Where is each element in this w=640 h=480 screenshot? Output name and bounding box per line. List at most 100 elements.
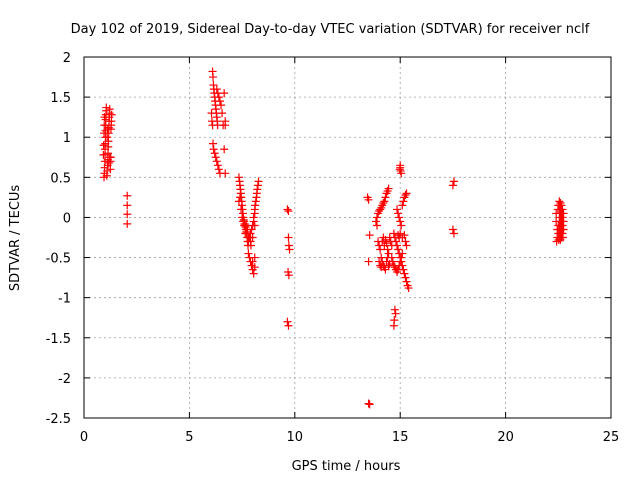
data-point [248,257,257,266]
data-point [401,190,410,199]
data-point [396,257,405,266]
data-point [397,169,406,178]
data-point [237,205,246,214]
data-point [387,241,396,250]
x-tick-label: 15 [392,430,409,445]
data-point [105,105,114,114]
data-point [394,265,403,274]
data-point [385,259,394,268]
data-point [449,229,458,238]
data-point [209,145,218,154]
data-point [99,141,108,150]
data-point [395,213,404,222]
data-point [250,221,259,230]
data-point [106,165,115,174]
data-point [384,261,393,270]
data-point [253,185,262,194]
data-point [212,157,221,166]
data-point [208,121,217,130]
tick-layer: 0 5 10 15 20 25 -2.5 -2 -1.5 -1 -0.5 0 0.5 1 1.5 2 [46,51,620,445]
data-point [365,400,374,409]
data-point [402,241,411,250]
data-point [448,225,457,234]
data-point [385,233,394,242]
data-point [100,121,109,130]
data-point [248,233,257,242]
data-point [397,221,406,230]
data-point [391,309,400,318]
data-point [244,249,253,258]
data-point [373,213,382,222]
data-point [383,245,392,254]
data-point [283,317,292,326]
data-point [558,213,567,222]
data-point [379,199,388,208]
data-point [397,253,406,262]
data-point [559,217,568,226]
x-axis-label: GPS time / hours [292,459,401,474]
data-point [214,165,223,174]
data-point [234,173,243,182]
data-point [384,184,393,193]
data-point [104,158,113,167]
chart-title: Day 102 of 2019, Sidereal Day-to-day VTE… [71,22,590,37]
data-point [393,205,402,214]
data-point [249,213,258,222]
data-point [380,197,389,206]
data-point [283,205,292,214]
data-point [249,269,258,278]
data-point [207,109,216,118]
data-point [384,249,393,258]
data-point [209,139,218,148]
data-point [390,305,399,314]
data-point [250,253,259,262]
data-point [105,153,114,162]
data-point [123,191,132,200]
x-tick-label: 25 [603,430,620,445]
data-point [234,197,243,206]
y-tick-label: -1.5 [46,332,71,347]
x-tick-label: 5 [185,430,193,445]
x-tick-label: 0 [80,430,88,445]
data-point [254,177,263,186]
data-point [253,181,262,190]
data-point [376,205,385,214]
data-point [123,210,132,219]
data-point [376,261,385,270]
data-point [251,197,260,206]
data-point [376,245,385,254]
y-tick-label: 1.5 [50,91,71,106]
plot-frame [83,56,612,419]
data-point [251,201,260,210]
data-point [214,93,223,102]
data-point [221,121,230,130]
y-tick-label: 0.5 [50,171,71,186]
data-point [246,241,255,250]
data-point [557,201,566,210]
data-point [398,249,407,258]
data-point [212,85,221,94]
data-point [558,233,567,242]
data-point [377,263,386,272]
data-point [104,137,113,146]
data-point [209,73,218,82]
data-point [210,149,219,158]
y-tick-label: 1 [63,131,71,146]
data-point [211,153,220,162]
y-tick-label: -1 [58,292,71,307]
data-point [394,209,403,218]
data-point [401,273,410,282]
data-point [284,207,293,216]
x-tick-label: 20 [497,430,514,445]
data-point [123,219,132,228]
data-point [238,213,247,222]
data-point [402,189,411,198]
data-point [402,277,411,286]
data-point [395,165,404,174]
y-tick-label: -0.5 [46,252,71,267]
data-point [382,239,391,248]
data-point [213,161,222,170]
y-tick-label: -2 [58,372,71,387]
data-point [217,101,226,110]
data-point [220,145,229,154]
